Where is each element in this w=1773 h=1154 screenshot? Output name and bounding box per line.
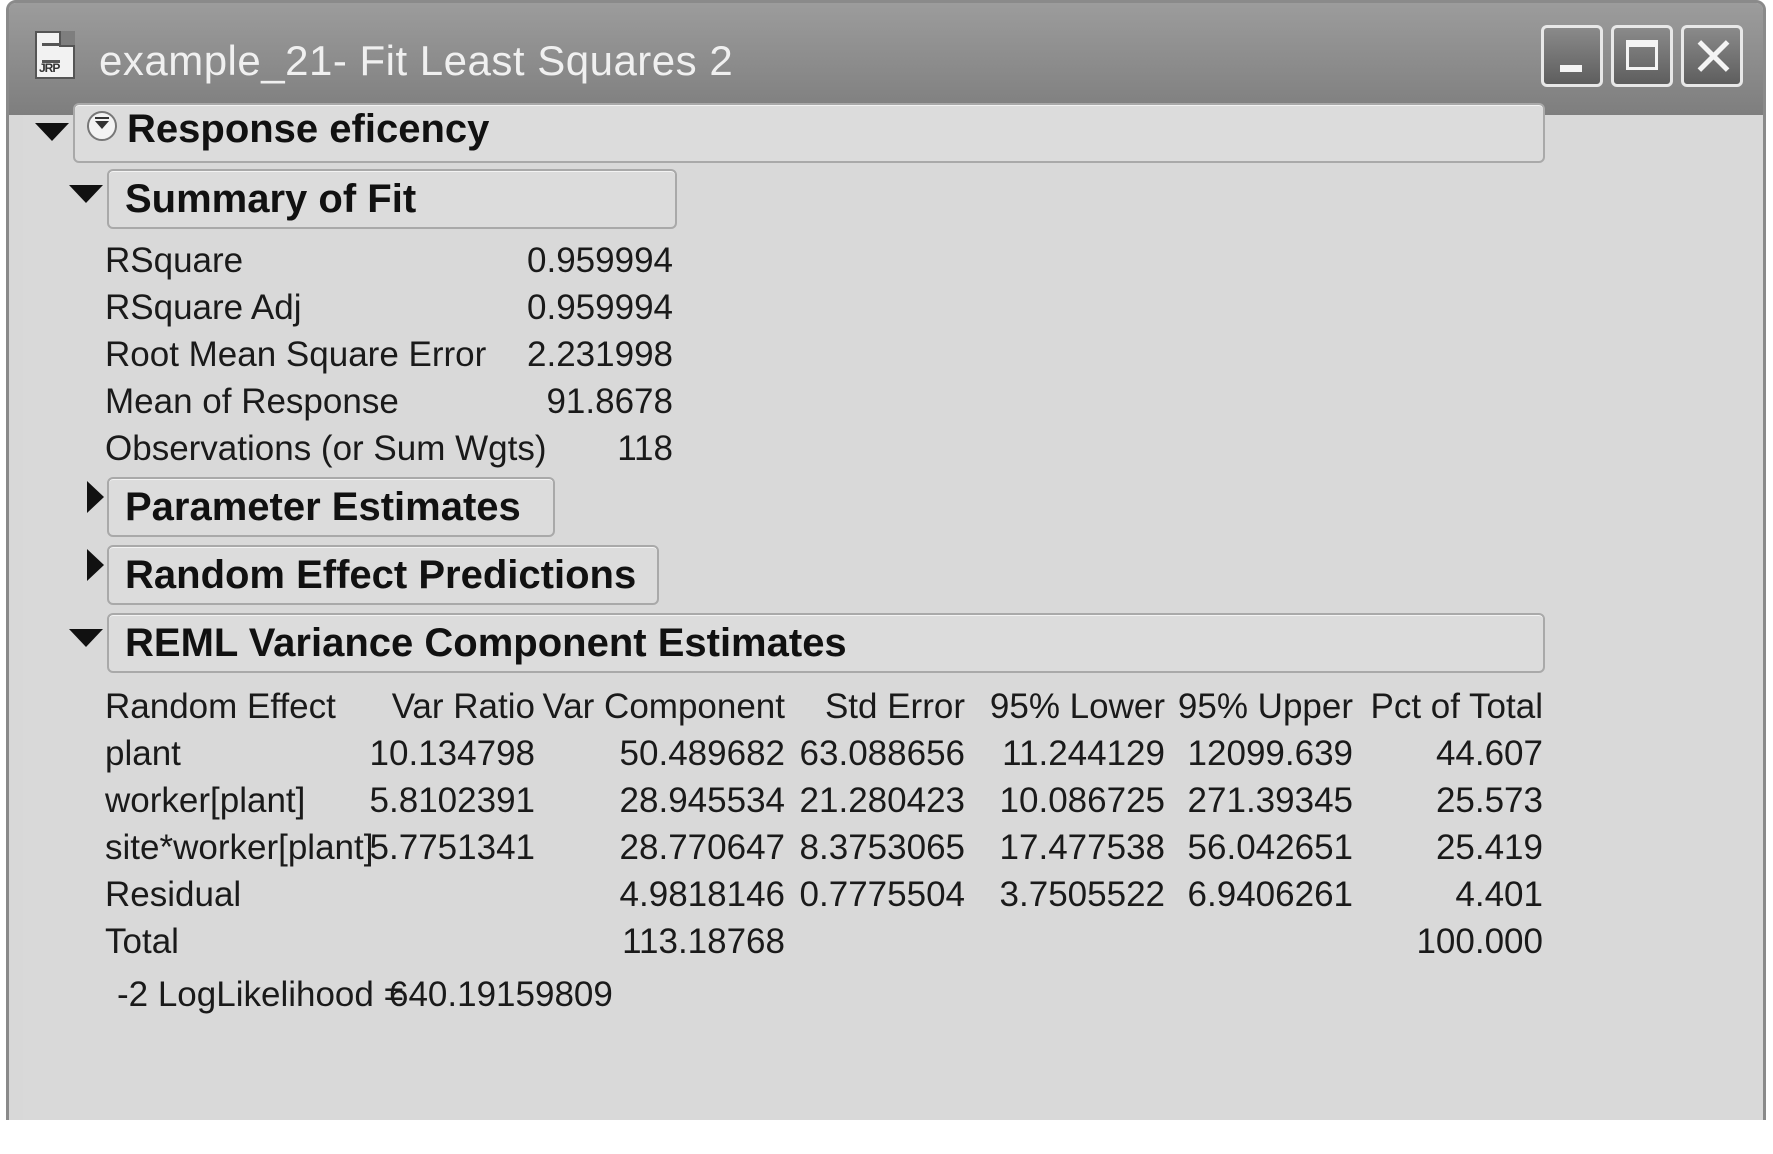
page-fold-icon [59,31,75,47]
var-ratio: 5.7751341 [369,828,535,867]
var-ratio: 10.134798 [369,734,535,773]
std-error: 0.7775504 [799,875,965,914]
loglikelihood-label: -2 LogLikelihood = [117,975,405,1014]
summary-label: Observations (or Sum Wgts) [105,429,547,468]
random-effect-name: Residual [105,875,242,914]
upper-95: 271.39345 [1187,781,1353,820]
var-component: 50.489682 [619,734,785,773]
var-component: 4.9818146 [619,875,785,914]
summary-value: 2.231998 [527,335,673,374]
column-header: 95% Upper [1177,687,1353,726]
random-effect-name: Total [105,922,179,961]
var-component: 28.770647 [619,828,785,867]
pct-of-total: 44.607 [1435,734,1543,773]
summary-value: 91.8678 [546,382,673,421]
random-effect-name: site*worker[plant] [105,828,374,867]
summary-label: RSquare Adj [105,288,302,327]
lower-95: 3.7505522 [999,875,1165,914]
random-effect-predictions-header[interactable] [107,545,659,605]
pct-of-total: 100.000 [1416,922,1543,961]
upper-95: 6.9406261 [1187,875,1353,914]
std-error: 21.280423 [799,781,965,820]
var-component: 28.945534 [619,781,785,820]
response-title: Response eficency [127,107,490,151]
maximize-button[interactable] [1611,25,1673,87]
column-header: 95% Lower [989,687,1165,726]
expand-parameter-estimates-icon[interactable] [87,481,104,513]
summary-label: Mean of Response [105,382,399,421]
loglikelihood-value: 640.19159809 [389,975,613,1014]
column-header: Pct of Total [1370,687,1543,726]
close-button[interactable] [1681,25,1743,87]
parameter-estimates-title: Parameter Estimates [125,485,521,529]
minimize-button[interactable] [1541,25,1603,87]
std-error: 8.3753065 [799,828,965,867]
summary-value: 0.959994 [527,288,673,327]
pct-of-total: 25.573 [1435,781,1543,820]
summary-label: Root Mean Square Error [105,335,487,374]
lower-95: 11.244129 [1002,734,1165,773]
summary-of-fit-header[interactable] [107,169,677,229]
summary-value: 118 [617,429,673,468]
pct-of-total: 4.401 [1455,875,1543,914]
collapse-response-icon[interactable] [35,123,69,141]
page-lines-icon [42,43,60,63]
reml-header[interactable] [107,613,1545,673]
column-header: Random Effect [105,687,336,726]
summary-of-fit-title: Summary of Fit [125,177,417,221]
pct-of-total: 25.419 [1435,828,1543,867]
parameter-estimates-header[interactable] [107,477,555,537]
column-header: Std Error [824,687,965,726]
reml-title: REML Variance Component Estimates [125,621,847,665]
report-content: Response eficency Summary of Fit RSquare… [23,103,1763,1151]
upper-95: 56.042651 [1187,828,1353,867]
column-header: Var Component [542,687,785,726]
random-effect-name: worker[plant] [105,781,306,820]
red-triangle-menu-icon[interactable] [87,111,117,141]
summary-label: RSquare [105,241,244,280]
jmp-report-icon: JRP [35,31,75,79]
random-effect-name: plant [105,734,181,773]
lower-95: 10.086725 [999,781,1165,820]
title-bar[interactable]: JRP example_21- Fit Least Squares 2 [9,3,1763,115]
window-title: example_21- Fit Least Squares 2 [99,37,734,84]
column-header: Var Ratio [391,687,535,726]
std-error: 63.088656 [799,734,965,773]
random-effect-predictions-title: Random Effect Predictions [125,553,637,597]
var-ratio: 5.8102391 [369,781,535,820]
summary-value: 0.959994 [527,241,673,280]
report-window: JRP example_21- Fit Least Squares 2 Resp… [6,0,1766,1154]
var-component: 113.18768 [622,922,785,961]
collapse-reml-icon[interactable] [69,629,103,647]
lower-95: 17.477538 [999,828,1165,867]
collapse-summary-icon[interactable] [69,185,103,203]
expand-random-effect-predictions-icon[interactable] [87,549,104,581]
page-bottom-edge [0,1120,1773,1154]
response-outline-header[interactable] [73,103,1545,163]
jrp-icon-label: JRP [39,61,60,75]
upper-95: 12099.639 [1187,734,1353,773]
